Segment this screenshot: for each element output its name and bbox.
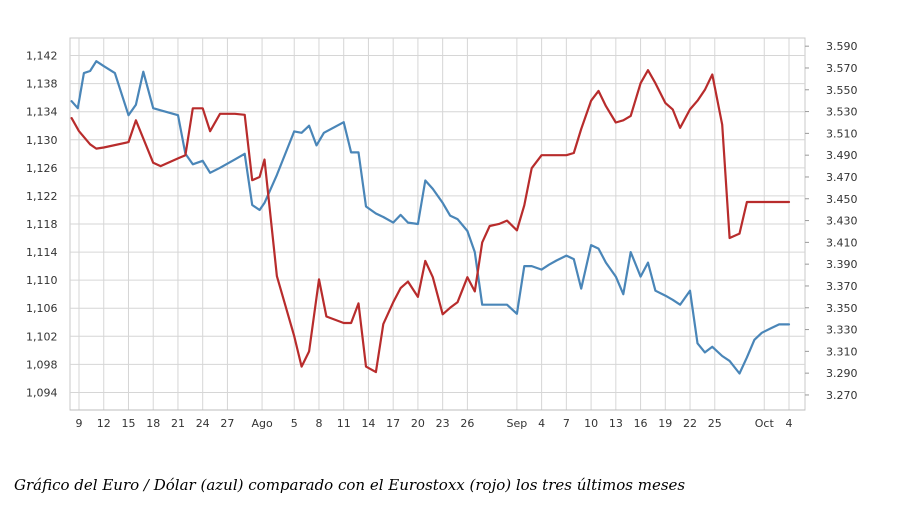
series-lines [70,60,791,375]
x-tick-label: 10 [584,417,598,430]
y-right-tick-label: 3.450 [826,193,858,206]
x-tick-label: 12 [97,417,111,430]
x-tick-label: 15 [121,417,135,430]
x-tick-label: 22 [683,417,697,430]
x-tick-label: 26 [460,417,474,430]
y-left-tick-label: 1,126 [26,162,58,175]
x-tick-label: 7 [563,417,570,430]
x-tick-label: 19 [658,417,672,430]
x-tick-label: 24 [196,417,210,430]
chart-caption: Gráfico del Euro / Dólar (azul) comparad… [14,476,686,494]
y-left-tick-label: 1,098 [26,358,58,371]
y-left-tick-label: 1,142 [26,50,58,63]
y-right-tick-label: 3.510 [826,127,858,140]
x-tick-label: 14 [361,417,375,430]
y-right-tick-label: 3.350 [826,302,858,315]
y-right-tick-label: 3.310 [826,345,858,358]
x-tick-label: 4 [786,417,793,430]
y-right-tick-label: 3.570 [826,62,858,75]
y-right-tick-label: 3.330 [826,324,858,337]
y-right-tick-label: 3.530 [826,106,858,119]
y-left-tick-label: 1,118 [26,218,58,231]
y-left-tick-label: 1,102 [26,330,58,343]
right-y-axis: 3.590 3.570 3.550 3.530 3.510 3.490 3.470 3.450… [826,40,858,402]
x-tick-label: 23 [436,417,450,430]
x-axis: 9 12 15 18 21 24 27 Ago 5 8 11 14 17 20 23 26 Sep 4 7 10 13 1… [76,417,793,430]
y-right-tick-label: 3.550 [826,84,858,97]
y-right-tick-label: 3.390 [826,258,858,271]
x-tick-label: 20 [411,417,425,430]
x-tick-label: Sep [507,417,528,430]
x-tick-label: 11 [337,417,351,430]
y-right-tick-label: 3.270 [826,389,858,402]
y-left-tick-label: 1,130 [26,134,58,147]
x-tick-label: Ago [251,417,273,430]
y-right-tick-label: 3.470 [826,171,858,184]
y-left-tick-label: 1,134 [26,106,58,119]
x-tick-label: 27 [220,417,234,430]
y-left-tick-label: 1,114 [26,246,58,259]
x-tick-label: 17 [386,417,400,430]
y-left-tick-label: 1,106 [26,302,58,315]
x-tick-label: 13 [609,417,623,430]
x-tick-label: 5 [291,417,298,430]
y-left-tick-label: 1,138 [26,78,58,91]
y-right-tick-label: 3.430 [826,215,858,228]
y-left-tick-label: 1,122 [26,190,58,203]
x-tick-label: Oct [755,417,775,430]
y-right-tick-label: 3.590 [826,40,858,53]
y-right-tick-label: 3.290 [826,367,858,380]
y-right-tick-label: 3.370 [826,280,858,293]
x-tick-label: 9 [76,417,83,430]
x-tick-label: 21 [171,417,185,430]
y-right-tick-label: 3.490 [826,149,858,162]
x-tick-label: 18 [146,417,160,430]
chart-grid [69,37,809,411]
y-left-tick-label: 1,110 [26,274,58,287]
eurostoxx-series-line [70,69,791,374]
y-left-tick-label: 1,094 [26,386,58,399]
x-tick-label: 16 [634,417,648,430]
x-tick-label: 8 [315,417,322,430]
x-tick-label: 25 [708,417,722,430]
left-y-axis: 1,142 1,138 1,134 1,130 1,126 1,122 1,118 1,114… [26,50,58,400]
x-tick-label: 4 [538,417,545,430]
eurusd-series-line [70,60,791,375]
y-right-tick-label: 3.410 [826,236,858,249]
